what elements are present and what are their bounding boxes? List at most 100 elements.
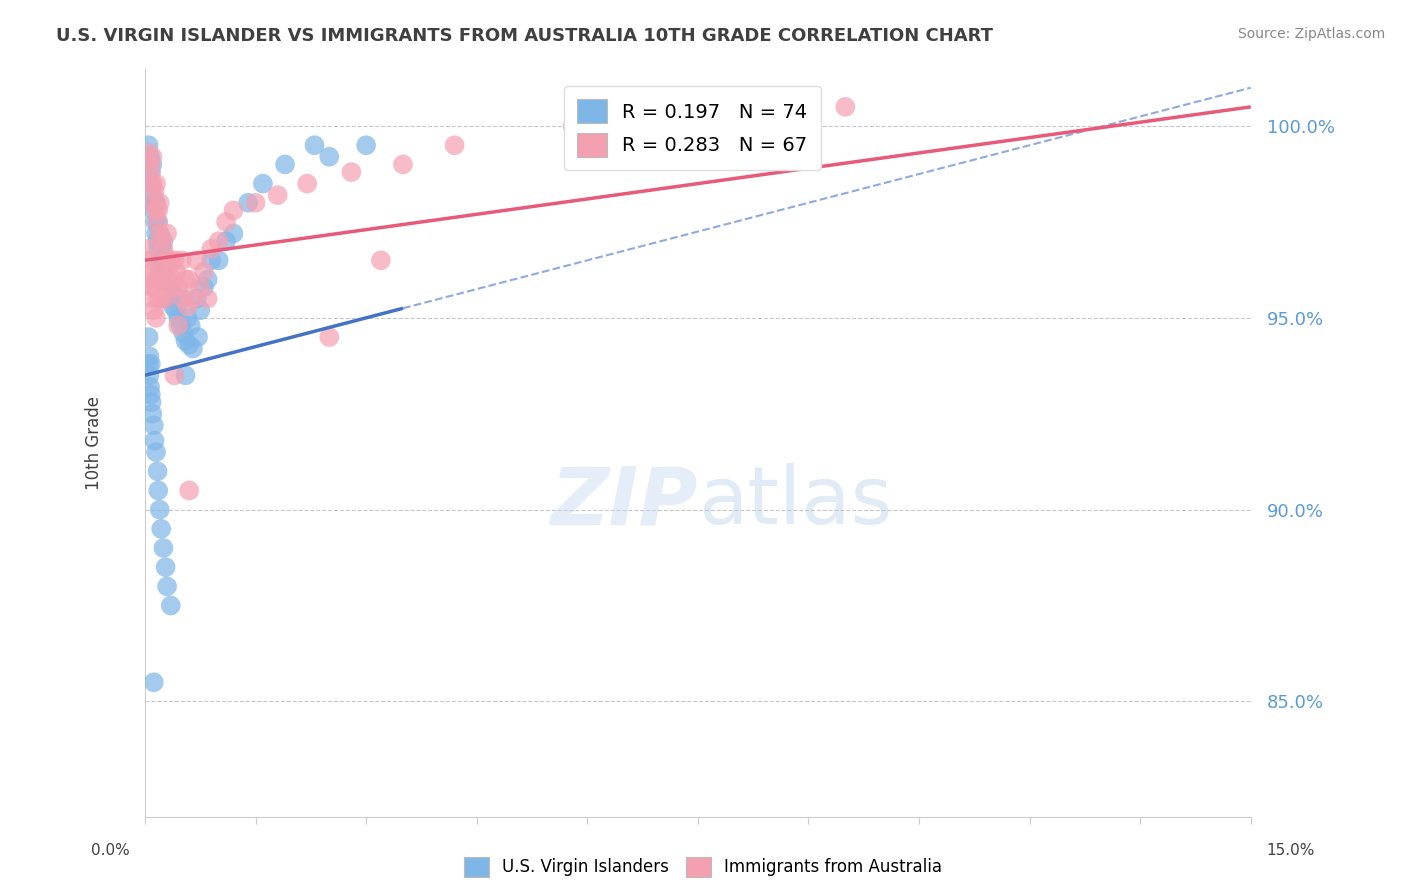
Point xyxy=(159,599,181,613)
Point xyxy=(156,280,179,294)
Point xyxy=(187,330,209,344)
Point xyxy=(146,272,169,286)
Point xyxy=(174,368,197,383)
Text: 15.0%: 15.0% xyxy=(1267,843,1315,858)
Point xyxy=(193,265,215,279)
Point xyxy=(188,303,211,318)
Point xyxy=(152,265,174,279)
Point xyxy=(138,349,160,363)
Point xyxy=(152,272,174,286)
Text: atlas: atlas xyxy=(697,463,893,541)
Point xyxy=(146,215,169,229)
Point xyxy=(139,357,162,371)
Point xyxy=(138,357,160,371)
Point xyxy=(162,299,184,313)
Point xyxy=(148,203,170,218)
Point xyxy=(149,265,172,279)
Point xyxy=(215,234,238,248)
Point xyxy=(370,253,392,268)
Point xyxy=(141,177,163,191)
Point xyxy=(156,579,179,593)
Point xyxy=(174,334,197,348)
Point xyxy=(169,318,191,333)
Point xyxy=(159,280,181,294)
Point xyxy=(163,368,186,383)
Point xyxy=(139,150,162,164)
Point xyxy=(155,560,177,574)
Text: ZIP: ZIP xyxy=(551,463,697,541)
Point xyxy=(149,195,172,210)
Point xyxy=(159,280,181,294)
Point xyxy=(139,165,162,179)
Point xyxy=(188,280,211,294)
Point xyxy=(167,318,190,333)
Point xyxy=(174,272,197,286)
Point xyxy=(138,368,160,383)
Point xyxy=(155,272,177,286)
Point xyxy=(215,215,238,229)
Point xyxy=(177,310,200,325)
Point xyxy=(150,522,173,536)
Point xyxy=(150,242,173,256)
Point xyxy=(139,380,162,394)
Point xyxy=(304,138,326,153)
Point xyxy=(318,330,340,344)
Point xyxy=(141,157,163,171)
Point xyxy=(157,260,180,275)
Point xyxy=(145,445,167,459)
Point xyxy=(197,272,219,286)
Text: U.S. VIRGIN ISLANDER VS IMMIGRANTS FROM AUSTRALIA 10TH GRADE CORRELATION CHART: U.S. VIRGIN ISLANDER VS IMMIGRANTS FROM … xyxy=(56,27,993,45)
Point xyxy=(295,177,318,191)
Point xyxy=(143,184,166,198)
Point xyxy=(145,227,167,241)
Point xyxy=(141,395,163,409)
Point xyxy=(149,227,172,241)
Point xyxy=(222,227,245,241)
Point xyxy=(138,138,160,153)
Point xyxy=(152,242,174,256)
Point xyxy=(141,407,163,421)
Point xyxy=(152,234,174,248)
Point xyxy=(143,280,166,294)
Point xyxy=(138,253,160,268)
Point xyxy=(145,195,167,210)
Point xyxy=(141,150,163,164)
Point xyxy=(142,675,165,690)
Point xyxy=(156,253,179,268)
Point xyxy=(138,330,160,344)
Point xyxy=(834,100,856,114)
Point xyxy=(186,253,208,268)
Point xyxy=(143,195,166,210)
Point xyxy=(157,292,180,306)
Point xyxy=(145,310,167,325)
Point xyxy=(167,310,190,325)
Point xyxy=(167,280,190,294)
Point xyxy=(159,253,181,268)
Point xyxy=(172,326,194,341)
Point xyxy=(138,242,160,256)
Point xyxy=(141,177,163,191)
Point xyxy=(163,288,186,302)
Text: 0.0%: 0.0% xyxy=(91,843,131,858)
Point xyxy=(172,292,194,306)
Point xyxy=(145,177,167,191)
Point xyxy=(340,165,363,179)
Point xyxy=(163,253,186,268)
Y-axis label: 10th Grade: 10th Grade xyxy=(86,395,103,490)
Point xyxy=(141,188,163,202)
Point xyxy=(162,272,184,286)
Point xyxy=(156,253,179,268)
Point xyxy=(148,242,170,256)
Point xyxy=(443,138,465,153)
Point xyxy=(148,215,170,229)
Point xyxy=(181,342,204,356)
Point xyxy=(148,483,170,498)
Point xyxy=(142,203,165,218)
Point xyxy=(150,234,173,248)
Point xyxy=(139,272,162,286)
Point xyxy=(138,145,160,160)
Point xyxy=(179,337,201,351)
Point xyxy=(142,418,165,433)
Point xyxy=(180,318,202,333)
Legend: R = 0.197   N = 74, R = 0.283   N = 67: R = 0.197 N = 74, R = 0.283 N = 67 xyxy=(564,86,821,170)
